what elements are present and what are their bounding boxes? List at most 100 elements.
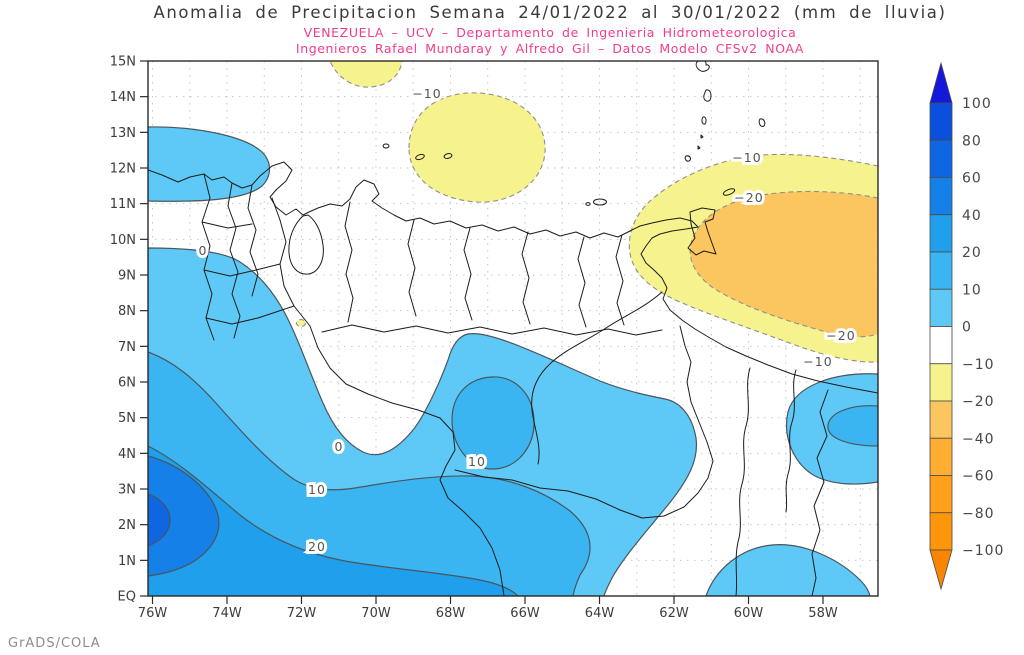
y-tick-label: EQ [118, 590, 136, 605]
anomaly-fill-regions [148, 61, 878, 596]
y-tick-label: 6N [118, 376, 136, 391]
page-title: Anomalia de Precipitacion Semana 24/01/2… [153, 3, 947, 22]
colorbar-label: 40 [962, 208, 982, 224]
bonaire-island [443, 153, 453, 159]
colorbar-segment [929, 288, 953, 327]
curacao-island [415, 153, 425, 161]
aruba-island [382, 143, 390, 149]
x-tick-label: 70W [361, 606, 391, 621]
colorbar-segment [929, 363, 953, 402]
region-positive-20-band [148, 445, 519, 596]
x-tick-label: 64W [585, 606, 615, 621]
region-positive-south-dome [705, 544, 871, 596]
y-tick-label: 14N [110, 90, 136, 105]
tobago-island [722, 188, 736, 196]
subtitle-institution: VENEZUELA – UCV – Departamento de Ingeni… [303, 25, 797, 40]
colorbar-label: −20 [962, 394, 995, 410]
colorbar-segment [929, 512, 953, 551]
contour-value-labels: 0 0 10 10 20 −10 −10 −10 −20 −20 [196, 83, 858, 557]
y-tick-label: 13N [110, 126, 136, 141]
y-tick-label: 8N [118, 304, 136, 319]
plot-frame [147, 60, 879, 597]
orinoco-river [531, 291, 663, 465]
x-tick-label: 66W [510, 606, 540, 621]
y-tick-label: 12N [110, 162, 136, 177]
region-positive-40-blob [148, 455, 220, 577]
y-tick-label: 3N [118, 483, 136, 498]
colorbar-segment [929, 437, 953, 476]
coastline-south-america [148, 161, 878, 394]
axis-tick-labels: 15N 14N 13N 12N 11N 10N 9N 8N 7N 6N 5N 4N 3N 2N 1N EQ76… [110, 55, 838, 622]
region-positive-60-blob [148, 493, 171, 547]
coche-island [585, 202, 591, 206]
colorbar-label: 20 [962, 245, 982, 261]
contour-label: 10 [308, 482, 326, 497]
lake-maracaibo [288, 214, 324, 275]
contour-label: −20 [734, 190, 763, 205]
colorbar-label: 0 [962, 320, 972, 336]
border-venezuela-brazil-guyana [454, 325, 714, 519]
y-tick-label: 11N [110, 197, 136, 212]
venezuela-state-borders [321, 201, 663, 336]
contour-label: 20 [308, 539, 326, 554]
region-positive-caribbean-blob [148, 126, 271, 202]
margarita-island [593, 198, 607, 206]
colorbar-label: −80 [962, 506, 995, 522]
colorbar-arrow-down [929, 549, 953, 591]
colorbar-label: −60 [962, 469, 995, 485]
colorbar-segment [929, 475, 953, 514]
colorbar-segment [929, 400, 953, 439]
colombia-department-borders [201, 173, 295, 341]
border-guyana-brazil [811, 389, 829, 596]
y-tick-label: 15N [110, 55, 136, 70]
y-tick-label: 1N [118, 554, 136, 569]
y-tick-label: 7N [118, 340, 136, 355]
region-negative-caribbean-blob [408, 92, 546, 203]
colorbar-label: −40 [962, 431, 995, 447]
trinidad-island [687, 207, 717, 256]
y-tick-label: 5N [118, 411, 136, 426]
region-positive-10-core-east [827, 405, 878, 447]
colorbar-segment [929, 177, 953, 216]
contour-label: 10 [468, 454, 486, 469]
region-positive-10-core-center [451, 376, 535, 470]
subtitle-authors: Ingenieros Rafael Mundaray y Alfredo Gil… [295, 41, 805, 56]
contour-label: 0 [199, 243, 208, 258]
colorbar-label: 60 [962, 171, 982, 187]
x-tick-label: 72W [287, 606, 317, 621]
contour-label: −10 [732, 150, 761, 165]
guyana-rivers [735, 367, 797, 596]
border-colombia-venezuela [271, 197, 505, 596]
colorbar-label: 10 [962, 282, 982, 298]
y-tick-label: 10N [110, 233, 136, 248]
contour-label: −10 [412, 86, 441, 101]
y-tick-label: 9N [118, 269, 136, 284]
colorbar-segment [929, 326, 953, 365]
axis-ticks [140, 60, 824, 604]
contour-label: −20 [826, 328, 855, 343]
y-tick-label: 4N [118, 447, 136, 462]
colorbar-label: 80 [962, 133, 982, 149]
x-tick-label: 74W [212, 606, 242, 621]
geography-layer [148, 61, 878, 596]
x-tick-label: 76W [138, 606, 168, 621]
colorbar-arrow-up [929, 61, 953, 104]
colorbar-segment [929, 214, 953, 253]
region-negative-20-core [689, 190, 878, 338]
x-tick-label: 68W [436, 606, 466, 621]
colorbar-segment [929, 139, 953, 178]
colorbar-segment [929, 102, 953, 141]
contour-label: 0 [335, 439, 344, 454]
colorbar-label: −100 [962, 543, 1004, 559]
grads-cola-credit: GrADS/COLA [8, 636, 101, 651]
contour-label: −10 [803, 354, 832, 369]
x-tick-label: 60W [734, 606, 764, 621]
lesser-antilles-islands [684, 61, 766, 162]
colorbar-label: 100 [962, 96, 992, 112]
x-tick-label: 58W [808, 606, 838, 621]
region-negative-top-edge-patch [329, 61, 403, 88]
y-tick-label: 2N [118, 518, 136, 533]
